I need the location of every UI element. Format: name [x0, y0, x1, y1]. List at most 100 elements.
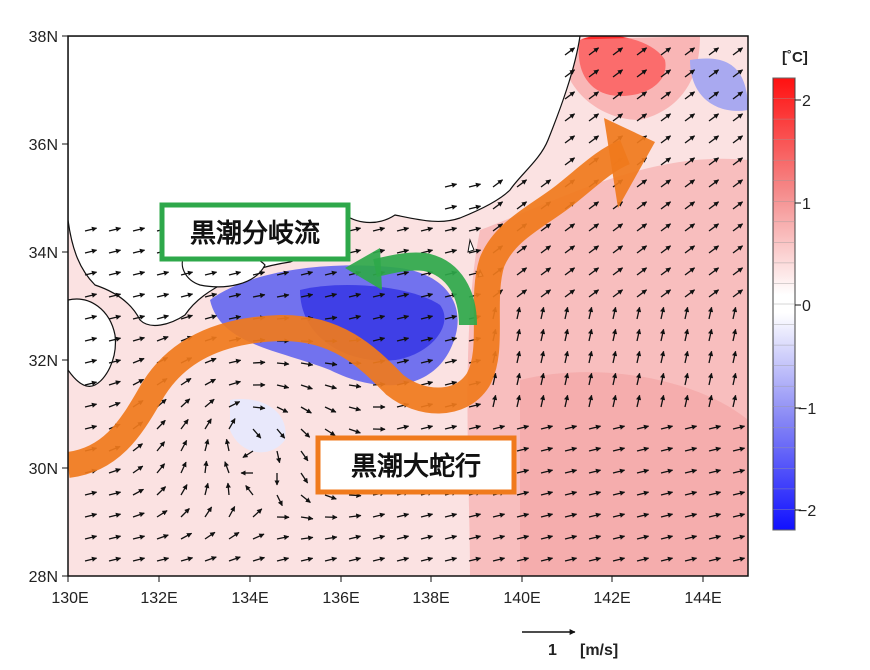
current-vector-arrow: [156, 314, 169, 320]
current-vector-arrow: [540, 306, 546, 320]
current-vector-arrow: [540, 468, 554, 474]
current-vector-arrow: [732, 267, 744, 276]
current-vector-arrow: [444, 424, 458, 430]
current-vector-arrow: [636, 113, 648, 122]
current-vector-arrow: [132, 488, 144, 496]
current-vector-arrow: [444, 380, 458, 386]
current-vector-arrow: [180, 377, 192, 386]
current-vector-arrow: [684, 468, 698, 474]
current-vector-arrow: [636, 245, 648, 254]
meander-label: 黒潮大蛇行: [351, 451, 481, 482]
current-vector-arrow: [684, 306, 690, 320]
current-vector-arrow: [588, 91, 600, 100]
current-vector-arrow: [732, 113, 744, 122]
y-tick-label: 36N: [29, 137, 58, 154]
current-vector-arrow: [228, 380, 241, 386]
current-vector-arrow: [228, 531, 240, 540]
current-vector-arrow: [156, 486, 167, 496]
current-vector-arrow: [516, 446, 530, 452]
current-vector-arrow: [636, 306, 642, 320]
reference-vector-value: 1: [548, 642, 557, 659]
current-vector-arrow: [108, 314, 122, 320]
current-vector-arrow: [132, 556, 146, 562]
current-vector-arrow: [612, 306, 618, 320]
current-vector-arrow: [84, 226, 98, 232]
y-tick-label: 32N: [29, 353, 58, 370]
current-vector-arrow: [492, 512, 506, 518]
current-vector-arrow: [324, 535, 338, 541]
current-vector-arrow: [516, 245, 528, 254]
current-vector-arrow: [372, 556, 386, 562]
current-vector-arrow: [540, 245, 552, 254]
current-vector-arrow: [684, 556, 698, 562]
current-vector-arrow: [252, 508, 263, 518]
current-vector-arrow: [708, 372, 714, 386]
current-vector-arrow: [732, 69, 744, 78]
current-vector-arrow: [276, 384, 290, 390]
current-vector-arrow: [516, 424, 530, 430]
current-vector-arrow: [132, 270, 146, 276]
current-vector-arrow: [348, 428, 361, 434]
current-vector-arrow: [540, 328, 546, 342]
current-vector-arrow: [588, 201, 600, 210]
current-vector-arrow: [203, 460, 209, 474]
current-vector-arrow: [564, 157, 576, 166]
current-vector-arrow: [204, 270, 218, 276]
current-vector-arrow: [300, 535, 314, 541]
current-vector-arrow: [444, 358, 458, 364]
current-vector-arrow: [396, 226, 410, 232]
current-vector-arrow: [108, 292, 122, 298]
current-vector-arrow: [444, 512, 458, 518]
current-vector-arrow: [540, 267, 552, 276]
current-vector-arrow: [708, 424, 722, 430]
current-vector-arrow: [156, 270, 170, 276]
current-vector-arrow: [636, 91, 648, 100]
y-tick-label: 30N: [29, 461, 58, 478]
current-vector-arrow: [180, 292, 194, 298]
current-vector-arrow: [420, 380, 434, 386]
current-vector-arrow: [132, 248, 146, 254]
current-vector-arrow: [492, 372, 498, 386]
current-vector-arrow: [660, 245, 672, 254]
current-vector-arrow: [252, 359, 266, 366]
current-vector-arrow: [324, 556, 338, 562]
current-vector-arrow: [204, 378, 216, 386]
current-vector-arrow: [444, 182, 458, 188]
current-vector-arrow: [612, 91, 624, 100]
current-vector-arrow: [684, 350, 690, 364]
colorbar-tick: 0: [802, 298, 811, 315]
current-vector-arrow: [276, 361, 290, 367]
current-vector-arrow: [108, 556, 122, 562]
current-vector-arrow: [612, 245, 624, 254]
current-vector-arrow: [708, 556, 722, 562]
current-vector-arrow: [732, 350, 738, 364]
current-vector-arrow: [540, 179, 552, 188]
current-vector-arrow: [636, 512, 650, 518]
current-vector-arrow: [540, 490, 554, 496]
current-vector-arrow: [492, 223, 504, 232]
current-vector-arrow: [612, 490, 626, 496]
current-vector-arrow: [564, 267, 576, 276]
current-vector-arrow: [348, 226, 362, 232]
current-vector-arrow: [324, 428, 336, 437]
current-vector-arrow: [732, 394, 738, 408]
current-vector-arrow: [732, 512, 746, 518]
current-vector-arrow: [252, 556, 265, 562]
current-vector-arrow: [444, 226, 458, 232]
current-vector-arrow: [540, 372, 546, 386]
current-vector-arrow: [564, 47, 576, 56]
current-vector-arrow: [204, 398, 215, 408]
current-vector-arrow: [612, 534, 626, 540]
current-vector-arrow: [660, 490, 674, 496]
current-vector-arrow: [708, 223, 720, 232]
y-tick-label: 28N: [29, 569, 58, 586]
kuroshio-meander-path: [68, 139, 631, 478]
current-vector-arrow: [372, 292, 386, 298]
y-axis: 38N 36N 34N 32N 30N 28N: [29, 29, 68, 586]
current-vector-arrow: [492, 534, 506, 540]
current-vector-arrow: [660, 267, 672, 276]
current-vector-arrow: [540, 289, 552, 298]
current-vector-arrow: [276, 270, 290, 276]
current-vector-arrow: [708, 135, 720, 144]
current-vector-arrow: [684, 245, 696, 254]
